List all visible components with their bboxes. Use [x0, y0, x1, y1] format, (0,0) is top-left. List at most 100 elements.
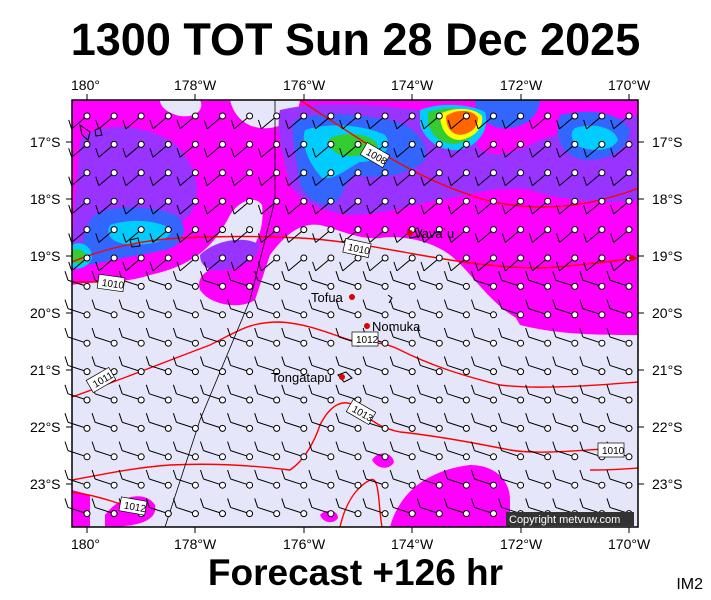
- wind-barb: [64, 271, 91, 290]
- wind-barb: [308, 384, 335, 404]
- wind-barb: [285, 254, 308, 272]
- wind-barb: [230, 112, 254, 130]
- wind-barb: [257, 140, 281, 158]
- wind-barb: [149, 112, 172, 130]
- wind-barb: [149, 197, 172, 215]
- place-nomuka: Nomuka: [372, 319, 421, 334]
- wind-barb: [254, 299, 281, 319]
- image-id: IM2: [676, 576, 703, 593]
- wind-barb: [416, 299, 443, 319]
- right-latitude-labels: 17°S 18°S 19°S 20°S 21°S 22°S 23°S: [652, 134, 683, 492]
- wind-barb: [68, 226, 91, 243]
- wind-barb: [122, 169, 145, 187]
- wind-barb: [200, 384, 226, 404]
- wind-barb: [579, 413, 606, 432]
- wind-barb: [118, 356, 145, 376]
- wind-barb: [389, 441, 416, 461]
- top-lon-label: 180°: [71, 77, 100, 93]
- wind-barb: [610, 140, 633, 158]
- wind-barb: [556, 112, 579, 130]
- bottom-lon-label: 174°W: [391, 536, 434, 552]
- top-lon-label: 178°W: [174, 77, 217, 93]
- wind-barb: [420, 254, 443, 272]
- wind-barb: [447, 169, 470, 187]
- wind-barb: [308, 356, 335, 376]
- wind-barb: [95, 140, 118, 158]
- wind-barb: [335, 441, 362, 461]
- wind-barb: [257, 112, 281, 130]
- wind-barb: [91, 441, 118, 461]
- wind-barb: [122, 112, 145, 130]
- wind-barb: [474, 197, 497, 215]
- wind-barb: [443, 498, 470, 518]
- wind-barb: [393, 197, 416, 215]
- left-lat-label: 22°S: [30, 419, 61, 435]
- wind-barb: [64, 327, 91, 347]
- wind-barb: [339, 169, 362, 187]
- wind-barb: [552, 384, 579, 404]
- wind-barb: [227, 299, 254, 319]
- wind-barb: [257, 254, 281, 272]
- wind-barb: [556, 226, 579, 243]
- wind-barb: [312, 140, 335, 158]
- wind-barb: [389, 469, 416, 489]
- wind-barb: [95, 112, 118, 130]
- wind-barb: [556, 169, 579, 187]
- wind-barb: [471, 327, 497, 347]
- wind-barb: [308, 498, 335, 518]
- wind-barb: [254, 327, 281, 347]
- wind-barb: [149, 140, 172, 158]
- wind-barb: [552, 271, 579, 290]
- wind-barb: [525, 327, 552, 347]
- wind-barb: [389, 271, 416, 290]
- wind-barb: [366, 197, 389, 215]
- wind-barb: [528, 112, 552, 130]
- wind-barb: [64, 498, 91, 518]
- wind-barb: [525, 441, 552, 461]
- wind-barb: [172, 356, 199, 376]
- wind-barb: [227, 384, 254, 404]
- wind-barb: [145, 498, 172, 518]
- wind-barb: [230, 140, 254, 158]
- wind-barb: [474, 254, 497, 272]
- right-lat-label: 21°S: [652, 362, 683, 378]
- wind-barb: [145, 441, 172, 461]
- wind-barb: [443, 469, 470, 489]
- wind-barb: [200, 413, 226, 432]
- wind-barb: [447, 197, 470, 215]
- wind-barb: [443, 441, 470, 461]
- wind-barb: [118, 469, 145, 489]
- wind-barb: [149, 226, 172, 243]
- wind-barb: [606, 271, 633, 290]
- wind-barb: [257, 226, 281, 243]
- wind-barb: [230, 169, 254, 187]
- wind-barb: [312, 197, 335, 215]
- left-lat-label: 20°S: [30, 305, 61, 321]
- wind-barb: [552, 441, 579, 461]
- wind-barb: [172, 327, 199, 347]
- wind-barb: [366, 112, 389, 130]
- wind-barb: [501, 112, 525, 130]
- wind-barb: [443, 413, 470, 432]
- left-lat-label: 18°S: [30, 191, 61, 207]
- wind-barb: [393, 140, 416, 158]
- wind-barb: [525, 299, 552, 319]
- wind-barb: [122, 226, 145, 243]
- wind-barb: [420, 169, 443, 187]
- wind-barb: [501, 140, 525, 158]
- wind-barb: [528, 197, 552, 215]
- isobar-label-3: 1010: [101, 278, 125, 292]
- wind-barb: [366, 226, 389, 243]
- wind-barb: [118, 327, 145, 347]
- wind-barb: [393, 254, 416, 272]
- wind-barb: [91, 413, 118, 432]
- wind-barb: [339, 112, 362, 130]
- wind-barb: [203, 140, 226, 158]
- wind-barb: [64, 299, 91, 319]
- wind-barb: [308, 441, 335, 461]
- wind-barb: [583, 112, 606, 130]
- wind-barb: [335, 469, 362, 489]
- wind-barb: [474, 169, 497, 187]
- wind-barb: [172, 498, 199, 518]
- wind-barb: [145, 271, 172, 290]
